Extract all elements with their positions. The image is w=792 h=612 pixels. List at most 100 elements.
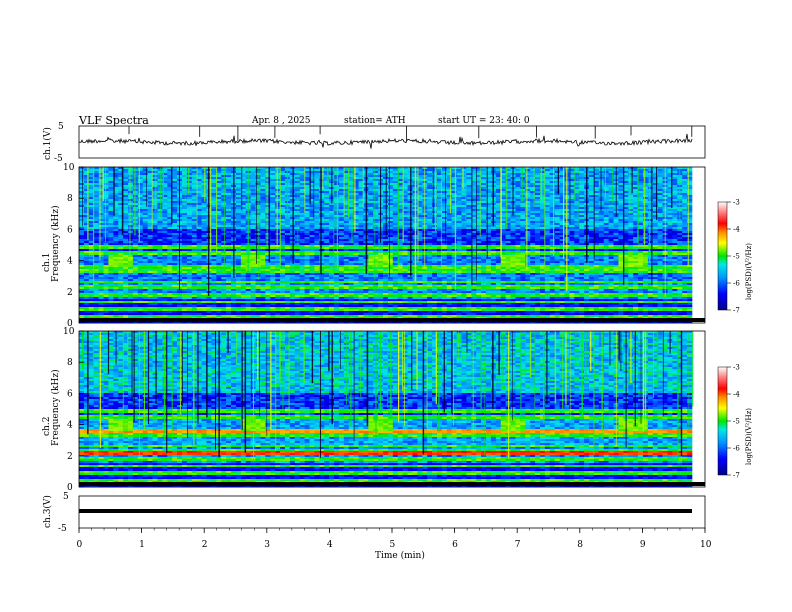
spectrogram-cell [397,173,403,176]
spectrogram-cell [397,229,403,232]
spectrogram-cell [348,173,354,176]
spectrogram-cell [500,205,506,208]
spectrogram-cell [623,189,629,192]
spectrogram-cell [603,189,609,192]
spectrogram-cell [436,207,443,210]
spectrogram-cell [157,173,163,176]
spectrogram-cell [628,177,634,180]
spectrogram-cell [353,203,359,206]
spectrogram-cell [569,207,575,210]
spectrogram-cell [221,201,227,204]
spectrogram-cell [294,217,300,220]
spectrogram-cell [383,209,389,212]
spectrogram-cell [265,217,271,220]
spectrogram-cell [329,223,335,226]
spectrogram-cell [373,175,379,178]
spectrogram-cell [687,205,693,208]
spectrogram-cell [270,179,276,182]
spectrogram-cell [260,227,266,230]
spectrogram-cell [152,239,158,242]
spectrogram-cell [103,193,109,196]
spectrogram-cell [647,241,654,244]
spectrogram-cell [490,231,497,234]
spectrogram-cell [373,195,379,198]
spectrogram-cell [211,197,217,200]
spectrogram-cell [549,203,555,206]
spectrogram-cell [353,171,359,174]
spectrogram-cell [132,227,139,230]
spectrogram-cell [98,181,104,184]
spectrogram-cell [633,223,639,226]
spectrogram-cell [456,239,462,242]
spectrogram-cell [525,237,531,240]
spectrogram-cell [456,183,462,186]
spectrogram-cell [147,199,153,202]
spectrogram-cell [397,219,403,222]
spectrogram-cell [392,187,399,190]
spectrogram-cell [486,209,492,212]
spectrogram-cell [240,191,247,194]
spectrogram-cell [353,179,359,182]
spectrogram-cell [613,227,619,230]
spectrogram-cell [397,187,403,190]
spectrogram-cell [682,207,688,210]
spectrogram-cell [402,179,408,182]
spectrogram-cell [226,175,232,178]
spectrogram-cell [432,245,438,248]
spectrogram-cell [402,177,408,180]
spectrogram-cell [299,237,305,240]
spectrogram-cell [466,229,472,232]
spectrogram-cell [652,233,658,236]
spectrogram-cell [505,217,511,220]
spectrogram-cell [226,217,232,220]
spectrogram-cell [505,241,511,244]
spectrogram-cell [579,227,585,230]
spectrogram-cell [446,177,452,180]
spectrogram-cell [638,193,644,196]
spectrogram-cell [687,183,693,186]
spectrogram-cell [123,175,129,178]
spectrogram-cell [260,221,266,224]
spectrogram-cell [603,169,609,172]
spectrogram-cell [118,207,124,210]
spectrogram-cell [451,195,457,198]
spectrogram-cell [451,235,457,238]
spectrogram-cell [520,173,526,176]
spectrogram-cell [466,169,472,172]
spectrogram-cell [83,217,90,220]
spectrogram-cell [250,233,256,236]
spectrogram-cell [216,225,222,228]
spectrogram-cell [515,233,521,236]
spectrogram-cell [638,223,644,226]
spectrogram-cell [226,205,232,208]
spectrogram-cell [574,191,580,194]
spectrogram-cell [191,175,197,178]
spectrogram-cell [432,215,438,218]
spectrogram-cell [260,189,266,192]
spectrogram-cell [544,185,551,188]
spectrogram-cell [544,177,551,180]
spectrogram-cell [280,169,286,172]
spectrogram-cell [510,239,516,242]
spectrogram-cell [593,193,600,196]
spectrogram-cell [324,181,330,184]
spectrogram-cell [677,225,683,228]
spectrogram-cell [432,235,438,238]
spectrogram-cell [657,221,663,224]
spectrogram-cell [83,243,90,246]
spectrogram-cell [471,241,477,244]
spectrogram-cell [446,187,452,190]
spectrogram-cell [294,237,300,240]
spectrogram-cell [79,239,85,242]
spectrogram-cell [574,201,580,204]
spectrogram-cell [383,203,389,206]
spectrogram-cell [221,243,227,246]
spectrogram-cell [216,215,222,218]
spectrogram-cell [387,217,394,220]
spectrogram-cell [353,183,359,186]
spectrogram-cell [387,213,394,216]
spectrogram-cell [132,235,139,238]
spectrogram-cell [201,217,207,220]
spectrogram-cell [677,241,683,244]
spectrogram-cell [446,193,452,196]
